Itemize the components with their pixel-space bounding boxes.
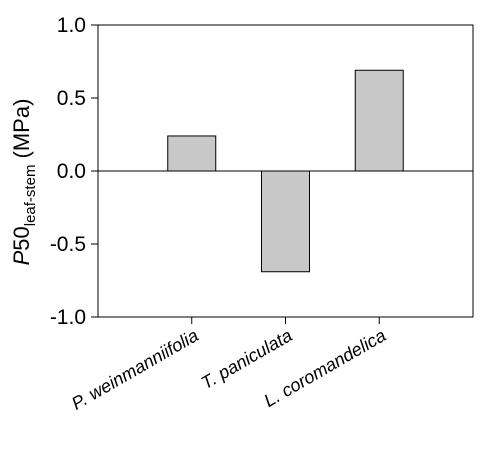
bar-2 bbox=[261, 170, 310, 273]
y-axis-label-subscript: leaf-stem bbox=[22, 165, 39, 227]
y-axis-ticks: -1.0 -0.5 0.0 0.5 1.0 bbox=[50, 14, 98, 329]
x-category-label: P. weinmanniifolia bbox=[68, 325, 202, 414]
bar-3 bbox=[354, 69, 404, 172]
y-axis-label-italic: P bbox=[9, 250, 34, 265]
y-tick-label: 0.5 bbox=[57, 87, 86, 110]
y-tick-label: -1.0 bbox=[50, 306, 86, 329]
y-tick-label: -0.5 bbox=[50, 233, 86, 256]
y-axis-label: P50leaf-stem (MPa) bbox=[9, 99, 39, 266]
bars bbox=[98, 69, 473, 273]
y-tick-label: 1.0 bbox=[57, 14, 86, 37]
y-axis-label-main: 50 bbox=[9, 226, 34, 250]
bar-1 bbox=[167, 135, 217, 172]
y-tick-label: 0.0 bbox=[57, 160, 86, 183]
y-axis-label-unit: (MPa) bbox=[9, 99, 34, 165]
